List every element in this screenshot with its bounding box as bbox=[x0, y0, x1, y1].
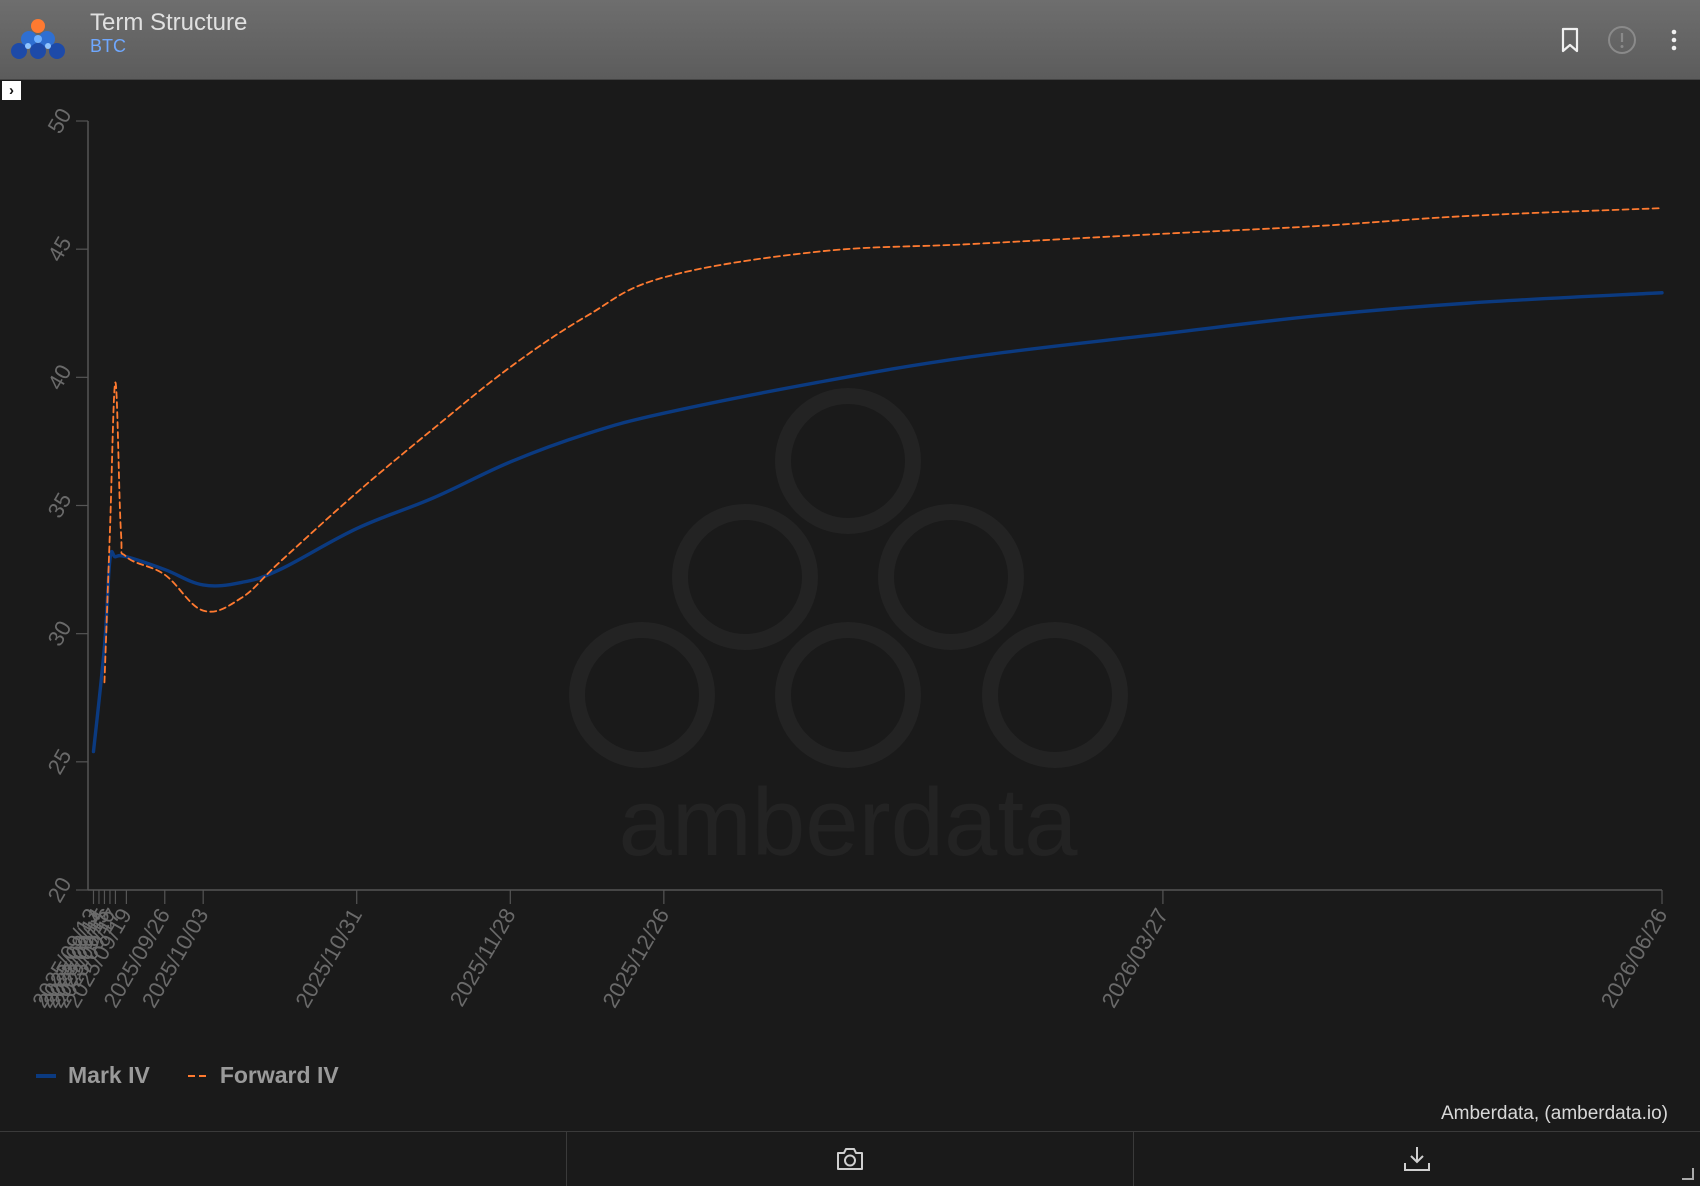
footer-empty-cell bbox=[0, 1132, 567, 1186]
legend-swatch-dashed bbox=[187, 1074, 208, 1077]
legend-item-mark-iv[interactable]: Mark IV bbox=[36, 1062, 150, 1089]
panel-title: Term Structure bbox=[90, 9, 248, 36]
download-button[interactable] bbox=[1134, 1132, 1700, 1186]
expand-panel-button[interactable]: › bbox=[2, 81, 21, 100]
term-structure-chart: amberdata 202530354045502025/09/132025/0… bbox=[27, 104, 1673, 1012]
watermark bbox=[569, 388, 1128, 768]
y-tick-label: 25 bbox=[43, 745, 77, 779]
x-tick-label: 2025/12/26 bbox=[597, 904, 674, 1012]
panel-footer bbox=[0, 1131, 1700, 1186]
screenshot-button[interactable] bbox=[567, 1132, 1134, 1186]
legend-label: Forward IV bbox=[219, 1062, 339, 1088]
info-icon[interactable] bbox=[1606, 24, 1638, 56]
series-mark-iv-line[interactable] bbox=[91, 291, 1664, 754]
bookmark-icon[interactable] bbox=[1554, 24, 1586, 56]
series-forward-iv-line[interactable] bbox=[103, 207, 1663, 684]
y-tick-label: 35 bbox=[43, 488, 77, 522]
x-tick-label: 2026/06/26 bbox=[1596, 904, 1673, 1012]
legend-item-forward-iv[interactable]: Forward IV bbox=[187, 1062, 339, 1089]
panel-subtitle: BTC bbox=[90, 36, 126, 56]
x-tick-label: 2025/11/28 bbox=[445, 904, 521, 1010]
y-tick-label: 20 bbox=[43, 873, 77, 907]
amberdata-logo bbox=[11, 19, 65, 59]
legend-label: Mark IV bbox=[68, 1062, 150, 1088]
download-icon bbox=[1404, 1147, 1430, 1171]
watermark-text: amberdata bbox=[619, 769, 1079, 876]
y-tick-label: 50 bbox=[43, 104, 77, 138]
chart-credit: Amberdata, (amberdata.io) bbox=[1440, 1103, 1668, 1124]
chart-legend: Mark IV Forward IV bbox=[36, 1062, 339, 1089]
x-tick-label: 2026/03/27 bbox=[1097, 904, 1174, 1012]
legend-swatch-solid bbox=[36, 1073, 56, 1078]
y-tick-label: 30 bbox=[43, 617, 77, 651]
y-tick-label: 40 bbox=[43, 360, 77, 394]
more-vertical-icon[interactable] bbox=[1658, 24, 1690, 56]
resize-grip-icon[interactable] bbox=[1682, 1168, 1694, 1180]
panel-header: Term Structure BTC bbox=[0, 0, 1700, 80]
y-tick-label: 45 bbox=[43, 232, 77, 266]
camera-icon bbox=[837, 1148, 863, 1170]
x-tick-label: 2025/10/31 bbox=[290, 904, 367, 1012]
